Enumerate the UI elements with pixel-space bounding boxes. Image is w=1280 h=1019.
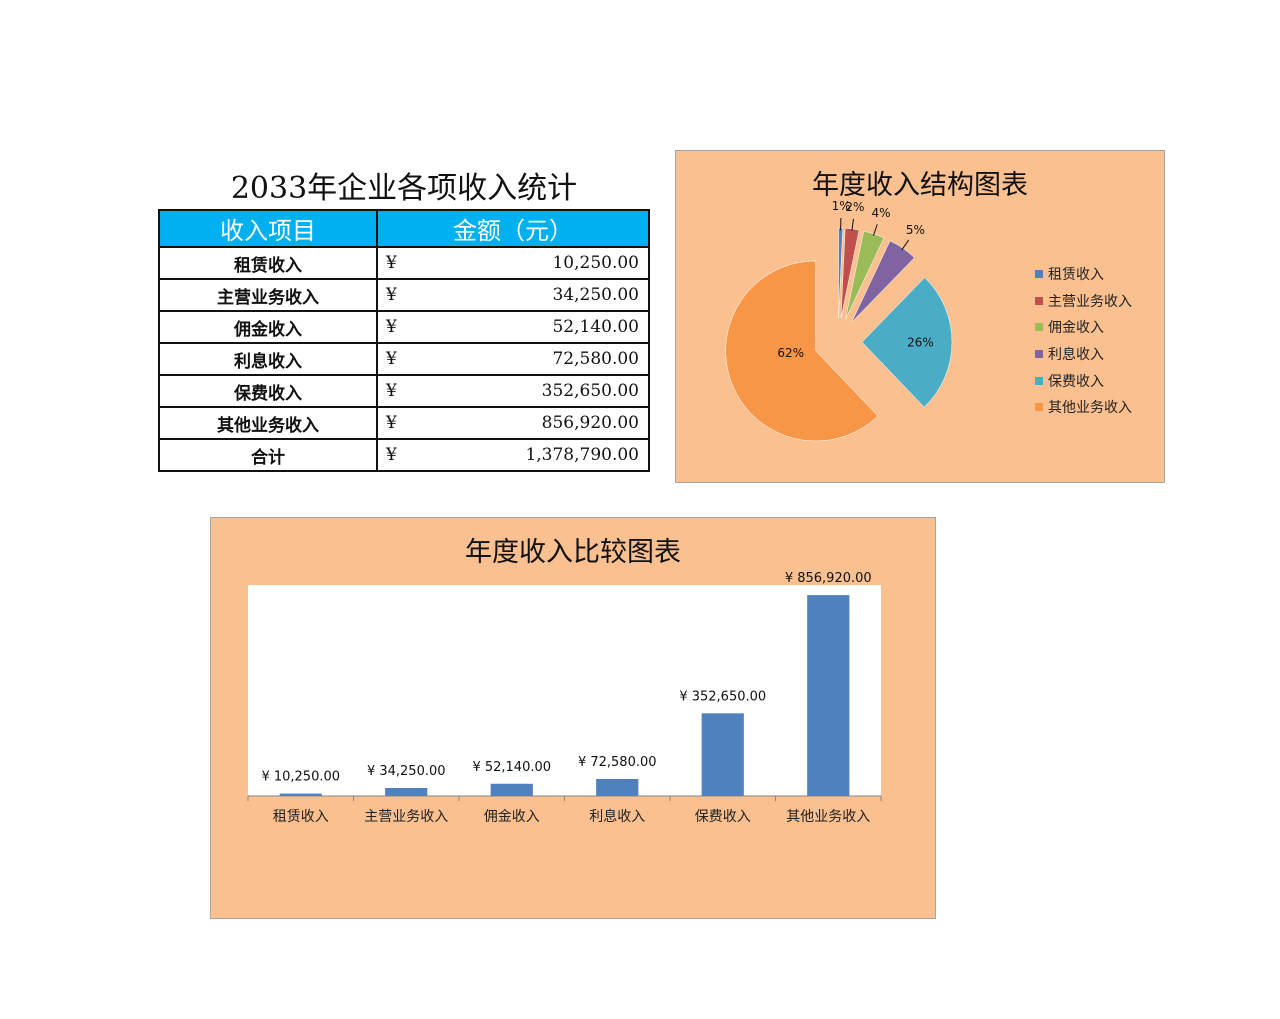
pie-data-label: 26% — [907, 335, 934, 349]
table-row: 佣金收入 ¥52,140.00 — [158, 310, 650, 344]
bar-data-label: ¥ 856,920.00 — [785, 571, 872, 586]
legend-swatch — [1035, 296, 1043, 305]
row-name: 佣金收入 — [158, 310, 378, 344]
row-amount-cell: ¥856,920.00 — [376, 406, 650, 440]
pie-data-label: 62% — [777, 346, 804, 360]
bar-data-label: ¥ 10,250.00 — [261, 770, 340, 785]
bar-chart: ¥ 10,250.00 租赁收入 ¥ 34,250.00 主营业务收入 ¥ 52,140… — [247, 571, 882, 825]
x-tick-label: 利息收入 — [589, 808, 645, 825]
bar — [385, 787, 428, 796]
table-header-row: 收入项目 金额（元） — [158, 209, 650, 248]
row-amount: 856,920.00 — [541, 413, 639, 433]
legend-label: 其他业务收入 — [1048, 400, 1132, 417]
pie-legend: 租赁收入主营业务收入 佣金收入利息收入保费收入其他业务收入 — [1035, 261, 1132, 421]
row-amount-cell: ¥72,580.00 — [376, 342, 650, 376]
bar-data-label: ¥ 34,250.00 — [367, 764, 446, 779]
row-name: 保费收入 — [158, 374, 378, 408]
legend-item: 租赁收入 — [1035, 261, 1132, 288]
legend-label: 佣金收入 — [1048, 320, 1104, 337]
legend-swatch — [1035, 376, 1043, 385]
revenue-table: 收入项目 金额（元） 租赁收入 ¥10,250.00 主营业务收入 ¥34,25… — [158, 209, 650, 472]
pie-leader-line — [851, 218, 854, 231]
pie-slice — [725, 260, 879, 442]
legend-item: 主营业务收入 — [1035, 288, 1132, 315]
table-row: 保费收入 ¥352,650.00 — [158, 374, 650, 408]
x-tick-label: 租赁收入 — [273, 809, 329, 825]
table-row: 租赁收入 ¥10,250.00 — [158, 246, 650, 280]
legend-swatch — [1035, 323, 1043, 332]
row-amount: 1,378,790.00 — [525, 445, 639, 465]
bar — [596, 778, 639, 796]
bar — [807, 595, 850, 796]
x-tick-label: 主营业务收入 — [364, 809, 448, 825]
currency-symbol: ¥ — [386, 381, 397, 401]
x-tick-label: 佣金收入 — [484, 809, 540, 825]
row-amount-cell: ¥34,250.00 — [376, 278, 650, 312]
table-row: 利息收入 ¥72,580.00 — [158, 342, 650, 376]
pie-data-label: 1% — [832, 199, 851, 213]
row-name: 主营业务收入 — [158, 278, 378, 312]
header-item: 收入项目 — [158, 209, 378, 248]
legend-item: 佣金收入 — [1035, 314, 1132, 341]
legend-item: 保费收入 — [1035, 367, 1132, 394]
row-name: 利息收入 — [158, 342, 378, 376]
pie-data-label: 4% — [871, 206, 890, 220]
row-name: 其他业务收入 — [158, 406, 378, 440]
bar-data-label: ¥ 52,140.00 — [472, 760, 551, 775]
row-amount-cell: ¥52,140.00 — [376, 310, 650, 344]
legend-swatch — [1035, 350, 1043, 359]
pie-data-label: 5% — [906, 223, 925, 237]
row-amount-cell: ¥10,250.00 — [376, 246, 650, 280]
bar-data-label: ¥ 72,580.00 — [578, 755, 657, 770]
bar-data-label: ¥ 352,650.00 — [679, 689, 766, 704]
pie-leader-line — [872, 224, 878, 236]
row-name: 租赁收入 — [158, 246, 378, 280]
row-amount: 72,580.00 — [552, 349, 639, 369]
table-title: 2033年企业各项收入统计 — [230, 171, 578, 206]
currency-symbol: ¥ — [386, 285, 397, 305]
bar — [279, 793, 322, 796]
pie-data-label: 2% — [845, 200, 864, 214]
bar-plot-area — [248, 585, 881, 796]
table-row: 主营业务收入 ¥34,250.00 — [158, 278, 650, 312]
currency-symbol: ¥ — [386, 253, 397, 273]
legend-label: 主营业务收入 — [1048, 293, 1132, 310]
row-amount: 34,250.00 — [552, 285, 639, 305]
row-amount-cell: ¥1,378,790.00 — [376, 438, 650, 472]
currency-symbol: ¥ — [386, 317, 397, 337]
bar — [701, 713, 744, 796]
row-amount: 10,250.00 — [552, 253, 639, 273]
pie-chart: 1%2% 4% 5% 26% 62% — [725, 199, 953, 442]
row-amount: 352,650.00 — [541, 381, 639, 401]
x-tick-label: 其他业务收入 — [786, 809, 870, 825]
pie-leader-line — [901, 239, 910, 251]
row-amount-cell: ¥352,650.00 — [376, 374, 650, 408]
x-tick-label: 保费收入 — [695, 809, 751, 825]
legend-label: 利息收入 — [1048, 347, 1104, 364]
currency-symbol: ¥ — [386, 413, 397, 433]
table-total-row: 合计 ¥1,378,790.00 — [158, 438, 650, 472]
currency-symbol: ¥ — [386, 445, 397, 465]
legend-item: 利息收入 — [1035, 341, 1132, 368]
legend-item: 其他业务收入 — [1035, 394, 1132, 421]
header-amount: 金额（元） — [376, 209, 650, 248]
legend-label: 租赁收入 — [1048, 267, 1104, 284]
bar — [490, 783, 533, 796]
pie-chart-title: 年度收入结构图表 — [812, 170, 1028, 201]
table-row: 其他业务收入 ¥856,920.00 — [158, 406, 650, 440]
bar-chart-title: 年度收入比较图表 — [465, 537, 681, 568]
row-amount: 52,140.00 — [552, 317, 639, 337]
legend-label: 保费收入 — [1048, 373, 1104, 390]
legend-swatch — [1035, 403, 1043, 412]
pie-slice — [861, 277, 953, 408]
currency-symbol: ¥ — [386, 349, 397, 369]
row-name: 合计 — [158, 438, 378, 472]
legend-swatch — [1035, 270, 1043, 279]
